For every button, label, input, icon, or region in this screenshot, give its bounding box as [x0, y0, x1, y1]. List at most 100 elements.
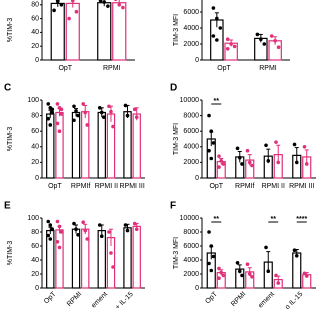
x-tick-label: RPMI III	[289, 183, 314, 190]
data-point	[98, 0, 103, 3]
data-point	[209, 268, 214, 273]
data-point	[217, 266, 221, 271]
data-point	[97, 223, 102, 227]
bar	[132, 113, 141, 179]
data-point	[50, 227, 55, 231]
data-point	[99, 110, 104, 115]
data-point	[55, 121, 60, 126]
y-tick-label: 0	[195, 175, 199, 182]
data-point	[101, 115, 106, 119]
data-point	[302, 145, 307, 149]
y-tick-label: 40	[31, 257, 39, 264]
bar	[97, 230, 106, 289]
data-point	[209, 244, 214, 248]
y-tick-label: 0	[195, 57, 199, 64]
data-point	[134, 227, 139, 231]
data-point	[72, 221, 76, 226]
data-point	[211, 141, 216, 145]
data-point	[294, 160, 299, 165]
x-tick-label: RPMIf	[71, 183, 91, 190]
y-tick-label: 0	[35, 57, 39, 64]
data-point	[97, 106, 102, 110]
data-point	[52, 8, 56, 13]
data-point	[264, 143, 268, 148]
bar	[123, 111, 132, 179]
x-tick-label: RPMI II	[95, 183, 118, 190]
bar	[112, 2, 127, 61]
y-tick-label: 8000	[183, 112, 199, 119]
bar	[71, 111, 81, 179]
data-point	[107, 104, 111, 109]
data-point	[294, 254, 299, 258]
data-point	[276, 281, 281, 285]
y-tick-label: 100	[27, 97, 39, 104]
panel-letter: E	[4, 201, 11, 212]
x-tick-label: RPMI	[230, 291, 247, 308]
panel-letter: D	[170, 83, 177, 94]
data-point	[59, 107, 64, 112]
data-point	[207, 148, 211, 153]
data-point	[48, 237, 53, 241]
data-point	[237, 155, 242, 160]
significance-label: **	[214, 98, 220, 105]
data-point	[276, 45, 281, 49]
data-point	[46, 233, 51, 238]
data-point	[81, 102, 86, 106]
bar	[123, 227, 132, 289]
data-point	[57, 224, 62, 229]
data-point	[74, 9, 79, 14]
data-point	[134, 115, 139, 119]
y-axis-label: %TIM-3	[7, 18, 14, 43]
y-tick-label: 80	[31, 2, 39, 9]
bar	[292, 252, 302, 289]
data-point	[219, 270, 224, 275]
y-axis-label: %TIM-3	[7, 127, 14, 152]
data-point	[247, 272, 252, 276]
data-point	[229, 42, 233, 46]
data-point	[266, 159, 271, 163]
data-point	[262, 42, 267, 46]
x-tick-label: ement	[90, 291, 109, 310]
data-point	[235, 146, 240, 151]
bar	[97, 2, 112, 61]
x-tick-label: + IL-15	[114, 291, 135, 312]
bar	[55, 229, 64, 289]
data-point	[235, 261, 240, 265]
data-point	[274, 273, 278, 278]
y-axis-label: TIM-3 MFI	[173, 14, 180, 46]
y-tick-label: 80	[31, 112, 39, 119]
y-tick-label: 4000	[183, 257, 199, 264]
data-point	[302, 271, 307, 276]
y-tick-label: 0	[195, 285, 199, 292]
data-point	[76, 233, 80, 237]
x-tick-label: ement	[257, 291, 276, 310]
data-point	[113, 0, 118, 2]
bar	[50, 2, 65, 61]
data-point	[74, 109, 78, 113]
data-point	[304, 274, 309, 278]
y-tick-label: 6000	[183, 9, 199, 16]
y-axis-label: %TIM-3	[7, 241, 14, 266]
bar	[97, 111, 106, 179]
data-point	[46, 116, 51, 121]
y-tick-label: 2000	[183, 159, 199, 166]
data-point	[59, 112, 64, 116]
x-tick-label: OpT	[209, 183, 223, 190]
data-point	[232, 44, 237, 49]
data-point	[225, 37, 230, 41]
data-point	[117, 2, 122, 7]
data-point	[217, 276, 221, 281]
y-tick-label: 10000	[180, 97, 200, 104]
data-point	[48, 223, 53, 227]
y-axis-label: TIM-3 MFI	[173, 123, 180, 155]
data-point	[211, 254, 216, 259]
data-point	[259, 37, 263, 41]
y-tick-label: 8000	[183, 229, 199, 236]
data-point	[111, 265, 115, 269]
data-point	[125, 228, 130, 233]
data-point	[46, 102, 51, 106]
data-point	[207, 261, 211, 266]
x-tick-label: OpT	[43, 290, 58, 305]
data-point	[245, 262, 250, 267]
data-point	[55, 240, 60, 244]
